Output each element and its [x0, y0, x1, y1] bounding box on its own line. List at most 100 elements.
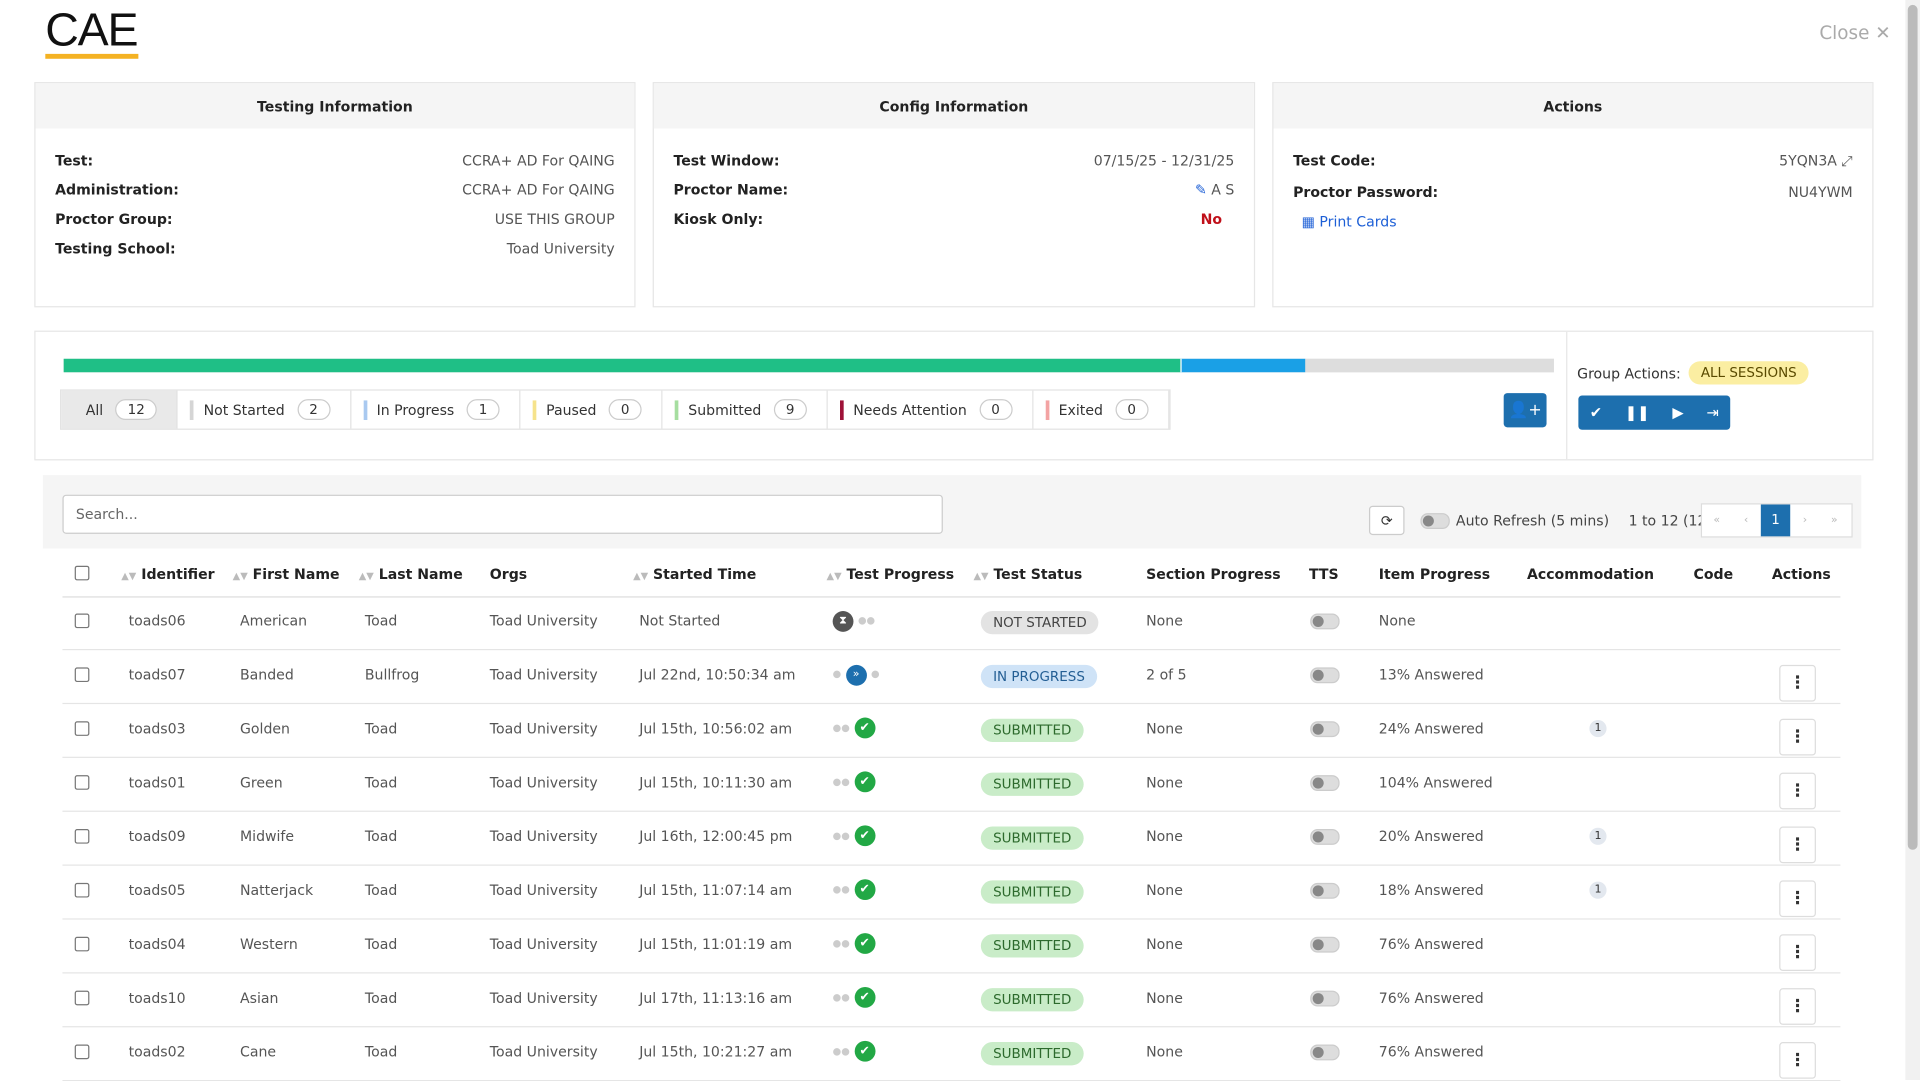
column-label[interactable]: First Name [252, 565, 340, 583]
row-actions-button[interactable]: ⋮ [1779, 826, 1816, 864]
print-cards-label[interactable]: Print Cards [1319, 213, 1397, 231]
filter-label[interactable]: Not Started [203, 401, 285, 419]
column-header[interactable]: ▲▼ Last Name [358, 565, 463, 583]
section: None [1146, 720, 1183, 738]
header-rule [62, 596, 1841, 598]
row-checkbox[interactable] [74, 936, 90, 952]
approve-button[interactable]: ✔ [1589, 404, 1603, 422]
close-label[interactable]: Close [1819, 22, 1870, 45]
status-badge: SUBMITTED [980, 880, 1084, 904]
row-checkbox[interactable] [74, 882, 90, 898]
column-header[interactable]: ▲▼ Test Progress [826, 565, 955, 583]
row-rule [62, 972, 1841, 974]
filter-label[interactable]: Needs Attention [853, 401, 967, 419]
filter-label[interactable]: Submitted [688, 401, 762, 419]
status-filter[interactable]: Paused 0 [520, 390, 663, 429]
first-page[interactable]: « [1713, 514, 1721, 527]
status-badge: SUBMITTED [980, 826, 1084, 850]
column-header[interactable]: ▲▼ First Name [232, 565, 340, 583]
tts-toggle[interactable] [1310, 882, 1340, 899]
column-header: TTS [1308, 565, 1339, 583]
row-actions-button[interactable]: ⋮ [1779, 934, 1816, 972]
filter-count: 2 [296, 399, 331, 421]
refresh-button[interactable]: ⟳ [1368, 505, 1405, 536]
column-label[interactable]: Test Status [993, 565, 1083, 583]
column-label[interactable]: Last Name [378, 565, 463, 583]
column-header: Orgs [489, 565, 528, 583]
row-checkbox[interactable] [74, 775, 90, 790]
info-value: NU4YWM [1788, 183, 1853, 201]
row-checkbox[interactable] [74, 613, 90, 629]
first-name: Asian [240, 989, 279, 1007]
tts-toggle[interactable] [1310, 775, 1340, 792]
column-header[interactable]: ▲▼ Test Status [973, 565, 1083, 583]
progress-segment [1180, 358, 1306, 373]
status-filter[interactable]: In Progress 1 [351, 390, 521, 429]
filter-count: 12 [115, 399, 158, 421]
filter-label[interactable]: All [85, 401, 104, 419]
auto-refresh-toggle[interactable] [1420, 513, 1450, 529]
column-label[interactable]: Identifier [141, 565, 215, 583]
status-badge: IN PROGRESS [980, 664, 1098, 689]
exit-button[interactable]: ⇥ [1706, 404, 1719, 422]
close-button[interactable]: Close ✕ [1819, 22, 1891, 45]
row-checkbox[interactable] [74, 721, 90, 736]
status-filter[interactable]: Exited 0 [1033, 390, 1170, 429]
print-cards-link[interactable]: ▦ Print Cards [1301, 213, 1397, 231]
expand-icon[interactable]: ⤢ [1836, 151, 1853, 169]
last-name: Toad [364, 881, 398, 899]
started: Jul 17th, 11:13:16 am [639, 989, 793, 1007]
tts-toggle[interactable] [1310, 721, 1340, 738]
filter-count: 9 [773, 399, 807, 421]
info-value: USE THIS GROUP [494, 210, 615, 228]
current-page[interactable]: 1 [1760, 504, 1791, 537]
add-student-button[interactable]: 👤+ [1503, 393, 1547, 428]
filter-label[interactable]: Paused [546, 401, 597, 419]
all-sessions-badge[interactable]: ALL SESSIONS [1688, 361, 1809, 385]
status-filter[interactable]: Needs Attention 0 [827, 390, 1033, 429]
filter-label[interactable]: In Progress [376, 401, 455, 419]
column-header[interactable]: ▲▼ Identifier [121, 565, 215, 583]
section: None [1146, 827, 1183, 845]
row-checkbox[interactable] [74, 667, 90, 683]
status-filter[interactable]: Submitted 9 [663, 390, 828, 429]
column-label[interactable]: Started Time [653, 565, 757, 583]
tts-toggle[interactable] [1310, 613, 1340, 630]
prev-page[interactable]: ‹ [1743, 514, 1749, 527]
status-filter[interactable]: All 12 [61, 390, 178, 429]
identifier: toads10 [128, 989, 186, 1007]
select-all[interactable] [74, 565, 90, 581]
tts-toggle[interactable] [1310, 828, 1340, 845]
row-actions-button[interactable]: ⋮ [1779, 880, 1816, 918]
row-checkbox[interactable] [74, 1044, 90, 1060]
row-actions-button[interactable]: ⋮ [1779, 772, 1816, 810]
row-checkbox[interactable] [74, 828, 90, 844]
status-badge: SUBMITTED [980, 1042, 1084, 1066]
row-actions-button[interactable]: ⋮ [1779, 718, 1816, 756]
progress-bar [63, 358, 1554, 373]
resume-button[interactable]: ▶ [1672, 404, 1684, 422]
column-header: Item Progress [1378, 565, 1491, 583]
tts-toggle[interactable] [1310, 1044, 1340, 1061]
status-filter[interactable]: Not Started 2 [178, 390, 351, 429]
started: Not Started [639, 612, 721, 630]
row-actions-button[interactable]: ⋮ [1779, 988, 1816, 1025]
tts-toggle[interactable] [1310, 990, 1340, 1007]
column-label[interactable]: Test Progress [846, 565, 955, 583]
last-name: Bullfrog [364, 666, 420, 684]
row-actions-button[interactable]: ⋮ [1779, 664, 1816, 702]
search-input[interactable]: Search... [62, 494, 943, 534]
column-header[interactable]: ▲▼ Started Time [633, 565, 757, 583]
next-page[interactable]: › [1802, 514, 1808, 527]
tts-toggle[interactable] [1310, 667, 1340, 684]
last-page[interactable]: » [1830, 514, 1838, 527]
tts-toggle[interactable] [1310, 936, 1340, 953]
org: Toad University [489, 612, 598, 630]
edit-icon[interactable]: ✎ [1194, 181, 1212, 199]
progress-panel: All 12 Not Started 2 In Progress 1 Paused 0 Subm… [34, 330, 1874, 461]
pause-button[interactable]: ❚❚ [1624, 404, 1650, 422]
row-checkbox[interactable] [74, 990, 90, 1006]
filter-label[interactable]: Exited [1058, 401, 1103, 419]
row-actions-button[interactable]: ⋮ [1779, 1042, 1816, 1079]
